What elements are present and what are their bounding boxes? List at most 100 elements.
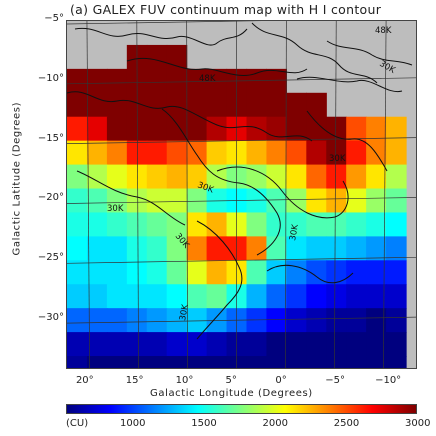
heatmap-cell bbox=[386, 260, 407, 285]
heatmap-cell bbox=[286, 260, 307, 285]
longitude-grid-line bbox=[285, 21, 287, 368]
heatmap-cell bbox=[206, 212, 228, 237]
heatmap-cell bbox=[286, 140, 307, 166]
heatmap-cell bbox=[326, 236, 347, 261]
heatmap-cell bbox=[86, 68, 108, 94]
x-tick-label: 20° bbox=[75, 375, 94, 386]
heatmap-cell bbox=[106, 164, 128, 190]
heatmap-cell bbox=[366, 140, 387, 166]
heatmap-cell bbox=[266, 332, 287, 357]
heatmap-cell bbox=[206, 356, 228, 368]
heatmap-cell bbox=[206, 140, 228, 166]
heatmap-cell bbox=[106, 332, 128, 357]
heatmap-cell bbox=[106, 260, 128, 285]
heatmap-cell bbox=[246, 92, 268, 118]
hi-contour-line bbox=[216, 166, 349, 219]
heatmap-cell bbox=[186, 212, 208, 237]
heatmap-cell bbox=[166, 260, 188, 285]
colorbar-tick-label: 1500 bbox=[191, 418, 217, 429]
heatmap-cell bbox=[146, 164, 168, 190]
heatmap-cell bbox=[186, 92, 208, 118]
y-tick-label: −15° bbox=[37, 132, 64, 144]
heatmap-cell bbox=[186, 284, 208, 309]
heatmap-cell bbox=[206, 260, 228, 285]
heatmap-cell bbox=[166, 236, 188, 261]
contour-label: 30K bbox=[178, 303, 191, 321]
heatmap-cell bbox=[386, 332, 407, 357]
heatmap-cell bbox=[67, 356, 88, 368]
heatmap-cell bbox=[306, 188, 327, 214]
heatmap-cell bbox=[366, 188, 387, 214]
hi-contour-line bbox=[251, 22, 378, 84]
hi-contour-line bbox=[326, 40, 413, 66]
heatmap-cell bbox=[186, 260, 208, 285]
longitude-grid-line bbox=[86, 21, 90, 368]
heatmap-cell bbox=[86, 92, 108, 118]
heatmap-cell bbox=[366, 356, 387, 368]
heatmap-cell bbox=[286, 164, 307, 190]
colorbar bbox=[66, 404, 417, 414]
x-tick-label: 15° bbox=[125, 375, 144, 386]
latitude-grid-line bbox=[67, 316, 416, 324]
heatmap-cell bbox=[146, 308, 168, 333]
contour-label: 48K bbox=[375, 26, 392, 36]
heatmap-cell bbox=[346, 260, 367, 285]
heatmap-cell bbox=[246, 260, 268, 285]
heatmap-cell bbox=[146, 44, 168, 70]
map-title: (a) GALEX FUV continuum map with H I con… bbox=[70, 2, 382, 17]
heatmap-cell bbox=[306, 356, 327, 368]
heatmap-cell bbox=[186, 164, 208, 190]
hi-contour-line bbox=[266, 264, 354, 284]
heatmap-cell bbox=[386, 308, 407, 333]
heatmap-cell bbox=[346, 116, 367, 142]
heatmap-cell bbox=[166, 116, 188, 142]
heatmap-cell bbox=[346, 308, 367, 333]
heatmap-cell bbox=[326, 332, 347, 357]
heatmap-cell bbox=[306, 164, 327, 190]
heatmap-cell bbox=[346, 164, 367, 190]
y-tick-label: −10° bbox=[37, 72, 64, 84]
heatmap-cell bbox=[146, 188, 168, 214]
heatmap-cell bbox=[286, 92, 307, 118]
heatmap-cell bbox=[166, 164, 188, 190]
heatmap-cell bbox=[306, 260, 327, 285]
heatmap-cell bbox=[366, 164, 387, 190]
heatmap-cell bbox=[386, 164, 407, 190]
heatmap-cell bbox=[346, 332, 367, 357]
y-tick-label: −20° bbox=[37, 192, 64, 204]
heatmap-cell bbox=[146, 68, 168, 94]
heatmap-cell bbox=[286, 116, 307, 142]
contour-label: 30K bbox=[329, 154, 346, 164]
heatmap-cell bbox=[386, 140, 407, 166]
heatmap-cell bbox=[246, 356, 268, 368]
x-tick-label: 0° bbox=[275, 375, 287, 386]
heatmap-cell bbox=[86, 356, 108, 368]
heatmap-cell bbox=[266, 92, 287, 118]
heatmap-cell bbox=[86, 260, 108, 285]
heatmap-cell bbox=[286, 188, 307, 214]
heatmap-cell bbox=[186, 332, 208, 357]
fuv-map-plot: 48K 48K 30K 30K 30K 30K 30K 30K 30K bbox=[66, 20, 417, 369]
heatmap-cell bbox=[67, 284, 88, 309]
heatmap-cell bbox=[346, 284, 367, 309]
heatmap-cell bbox=[166, 44, 188, 70]
latitude-grid-line bbox=[67, 77, 416, 85]
heatmap-cell bbox=[126, 332, 148, 357]
heatmap-cell bbox=[246, 140, 268, 166]
latitude-grid-line bbox=[67, 256, 416, 264]
heatmap-cell bbox=[346, 356, 367, 368]
heatmap-cell bbox=[326, 308, 347, 333]
hi-contour-line bbox=[126, 57, 308, 76]
heatmap-cell bbox=[67, 188, 88, 214]
heatmap-cell bbox=[306, 332, 327, 357]
heatmap-cell bbox=[86, 140, 108, 166]
heatmap-cell bbox=[326, 116, 347, 142]
heatmap-cell bbox=[126, 260, 148, 285]
heatmap-cell bbox=[246, 236, 268, 261]
heatmap-cell bbox=[146, 140, 168, 166]
heatmap-cell bbox=[86, 308, 108, 333]
heatmap-cell bbox=[306, 140, 327, 166]
heatmap-cell bbox=[366, 260, 387, 285]
heatmap-cell bbox=[106, 308, 128, 333]
